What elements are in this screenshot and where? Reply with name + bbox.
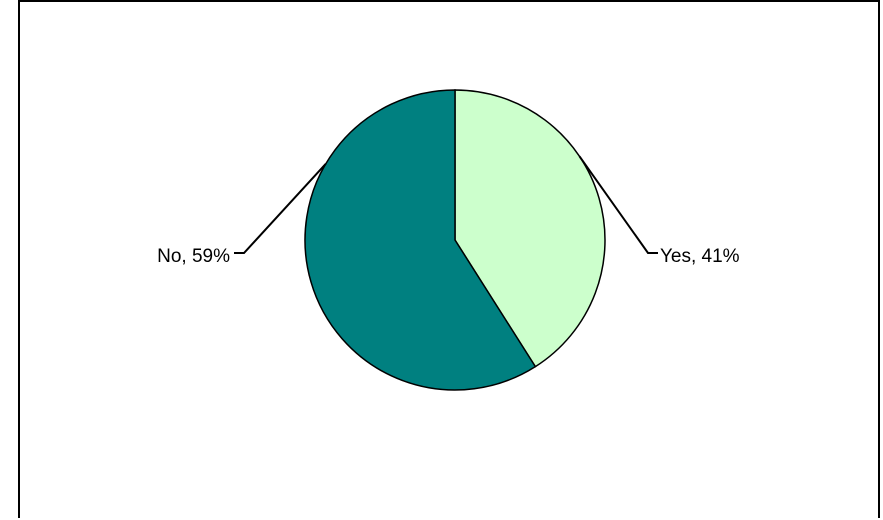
- data-label-yes: Yes, 41%: [660, 246, 740, 267]
- pie-slice-yes: [454, 89, 606, 368]
- data-label-no: No, 59%: [157, 246, 230, 267]
- data-labels: Yes, 41% No, 59%: [157, 246, 740, 267]
- pie-slices: [304, 89, 606, 391]
- pie-slice-no: [304, 89, 537, 391]
- leader-lines: [234, 155, 658, 254]
- leader-line-yes: [578, 155, 658, 254]
- leader-line-no: [234, 163, 327, 254]
